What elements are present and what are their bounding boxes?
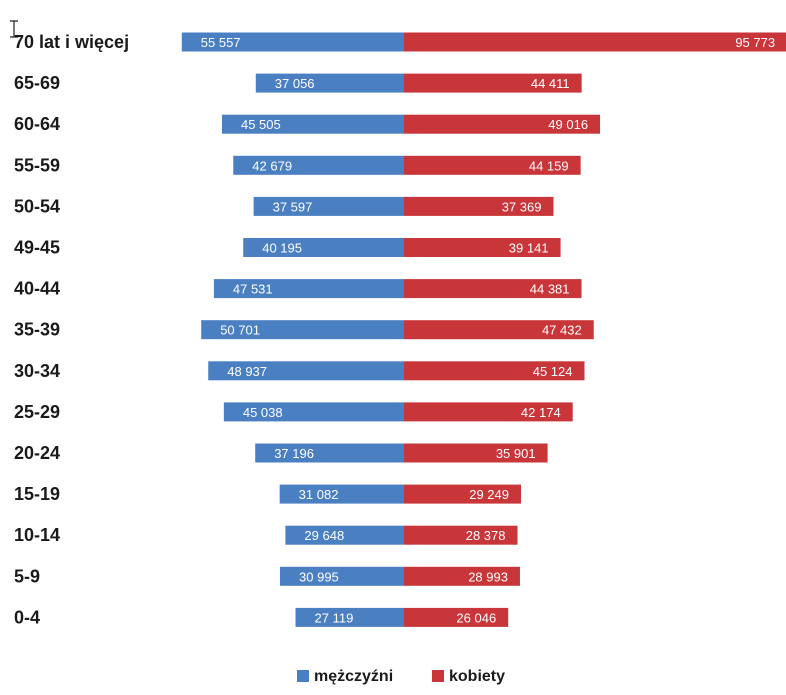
data-label-mezczyzni: 37 056 [275, 76, 315, 91]
category-label: 55-59 [14, 155, 60, 175]
bar-kobiety [404, 73, 582, 93]
legend-label-kobiety: kobiety [449, 668, 505, 685]
bar-mezczyzni [213, 279, 404, 299]
bar-mezczyzni [208, 361, 404, 381]
legend: mężczyźni kobiety [297, 668, 505, 685]
data-label-kobiety: 45 124 [533, 364, 573, 379]
data-label-kobiety: 26 046 [456, 610, 496, 625]
data-label-mezczyzni: 45 038 [243, 405, 283, 420]
text-cursor-icon [10, 20, 18, 38]
data-label-kobiety: 44 411 [531, 76, 570, 91]
data-label-kobiety: 49 016 [548, 117, 588, 132]
category-label: 65-69 [14, 73, 60, 93]
category-label: 5-9 [14, 566, 40, 586]
bar-kobiety [404, 238, 561, 257]
data-label-mezczyzni: 27 119 [315, 610, 354, 625]
bar-mezczyzni [255, 443, 404, 463]
bar-mezczyzni [253, 196, 404, 216]
bar-kobiety [404, 525, 518, 545]
bar-kobiety [404, 196, 554, 216]
labels-layer: 70 lat i więcej 55 557 95 773 65-69 37 056 44… [14, 32, 775, 627]
data-label-kobiety: 44 381 [530, 282, 570, 297]
bar-kobiety [404, 279, 582, 299]
bar-mezczyzni [221, 114, 404, 134]
category-label: 30-34 [14, 361, 60, 381]
data-label-kobiety: 39 141 [509, 241, 549, 256]
bar-kobiety [404, 402, 573, 422]
bar-mezczyzni [255, 73, 404, 93]
data-label-kobiety: 37 369 [502, 199, 542, 214]
bar-kobiety [404, 443, 548, 463]
data-label-mezczyzni: 29 648 [304, 528, 344, 543]
bar-kobiety [404, 566, 520, 586]
data-label-kobiety: 47 432 [542, 323, 582, 338]
bar-kobiety [404, 32, 786, 52]
data-label-kobiety: 95 773 [735, 35, 775, 50]
data-label-kobiety: 28 993 [468, 569, 508, 584]
data-label-mezczyzni: 45 505 [241, 117, 281, 132]
category-label: 0-4 [14, 607, 40, 627]
data-label-kobiety: 44 159 [529, 158, 569, 173]
bar-kobiety [404, 484, 521, 504]
bar-kobiety [404, 114, 601, 134]
category-label: 49-45 [14, 238, 60, 258]
category-label: 20-24 [14, 443, 60, 463]
bar-kobiety [404, 361, 585, 381]
category-label: 35-39 [14, 320, 60, 340]
bar-kobiety [404, 607, 509, 627]
data-label-mezczyzni: 30 995 [299, 569, 339, 584]
category-label: 10-14 [14, 525, 60, 545]
data-label-mezczyzni: 47 531 [233, 282, 273, 297]
bar-mezczyzni [285, 525, 404, 545]
data-label-mezczyzni: 50 701 [220, 323, 260, 338]
data-label-mezczyzni: 37 597 [273, 199, 313, 214]
legend-swatch-mezczyzni [297, 670, 309, 682]
data-label-mezczyzni: 37 196 [274, 446, 314, 461]
data-label-kobiety: 28 378 [466, 528, 506, 543]
data-label-mezczyzni: 31 082 [299, 487, 339, 502]
bar-mezczyzni [295, 607, 404, 627]
bar-mezczyzni [181, 32, 404, 52]
data-label-kobiety: 42 174 [521, 405, 561, 420]
bars-layer [181, 32, 786, 627]
category-label: 15-19 [14, 484, 60, 504]
bar-mezczyzni [243, 238, 404, 257]
data-label-mezczyzni: 48 937 [227, 364, 267, 379]
category-label: 25-29 [14, 402, 60, 422]
bar-kobiety [404, 320, 594, 340]
data-label-kobiety: 35 901 [496, 446, 536, 461]
data-label-mezczyzni: 55 557 [201, 35, 241, 50]
bar-mezczyzni [233, 155, 404, 175]
category-label: 50-54 [14, 196, 60, 216]
legend-label-mezczyzni: mężczyźni [314, 668, 393, 685]
data-label-mezczyzni: 42 679 [252, 158, 292, 173]
category-label: 70 lat i więcej [14, 32, 129, 52]
bar-mezczyzni [223, 402, 404, 422]
bar-mezczyzni [280, 566, 404, 586]
category-label: 60-64 [14, 114, 60, 134]
bar-mezczyzni [279, 484, 404, 504]
bar-mezczyzni [201, 320, 404, 340]
category-label: 40-44 [14, 279, 60, 299]
data-label-mezczyzni: 40 195 [262, 241, 302, 256]
data-label-kobiety: 29 249 [469, 487, 509, 502]
legend-swatch-kobiety [432, 670, 444, 682]
bar-kobiety [404, 155, 581, 175]
